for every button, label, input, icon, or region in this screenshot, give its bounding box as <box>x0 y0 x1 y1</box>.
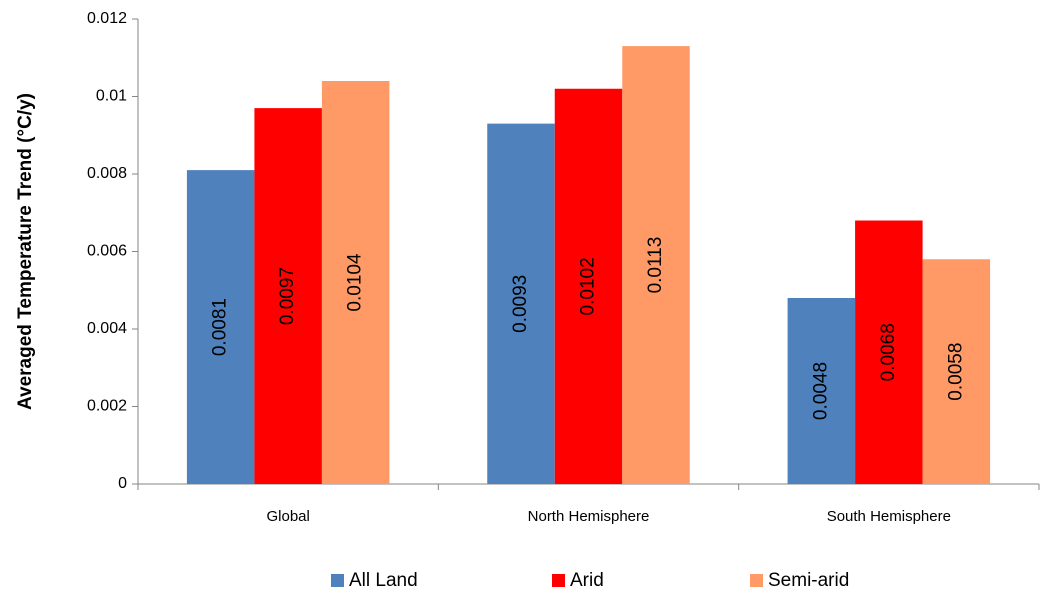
data-label: 0.0102 <box>578 257 599 315</box>
y-axis-title: Averaged Temperature Trend (°C/y) <box>15 93 36 410</box>
plot-area: 0 0.002 0.004 0.006 0.008 0.01 0.012 0.0081 0.00… <box>87 10 1040 525</box>
legend: All Land Arid Semi-arid <box>331 570 849 591</box>
bar-semi-arid <box>321 81 390 484</box>
legend-swatch-arid <box>552 574 565 587</box>
x-category-label: Global <box>266 508 309 525</box>
legend-swatch-all-land <box>331 574 344 587</box>
y-tick-label: 0.002 <box>87 398 127 415</box>
data-label: 0.0113 <box>645 237 666 294</box>
bar-semi-arid <box>622 46 690 484</box>
legend-label: Semi-arid <box>768 570 849 591</box>
y-tick-label: 0.01 <box>96 88 127 105</box>
legend-swatch-semi-arid <box>750 574 763 587</box>
bar-arid <box>254 108 322 484</box>
data-label: 0.0048 <box>810 362 831 420</box>
data-label: 0.0097 <box>277 267 298 325</box>
data-label: 0.0104 <box>345 253 366 312</box>
y-tick-label: 0.004 <box>87 320 127 337</box>
x-category-label: North Hemisphere <box>528 508 650 525</box>
bar-all-land <box>787 298 856 484</box>
data-label: 0.0068 <box>878 323 899 381</box>
data-label: 0.0058 <box>945 343 966 401</box>
y-tick-label: 0.012 <box>87 10 127 27</box>
y-tick-label: 0 <box>118 475 127 492</box>
data-label: 0.0093 <box>510 275 531 333</box>
legend-label: All Land <box>349 570 418 591</box>
legend-label: Arid <box>570 570 604 591</box>
bar-arid <box>855 220 923 484</box>
bar-semi-arid <box>922 259 991 484</box>
bar-arid <box>554 88 623 484</box>
x-category-label: South Hemisphere <box>827 508 951 525</box>
bar-all-land <box>186 170 255 484</box>
bar-all-land <box>487 123 555 484</box>
y-tick-label: 0.006 <box>87 243 127 260</box>
y-tick-label: 0.008 <box>87 165 127 182</box>
data-label: 0.0081 <box>210 298 231 356</box>
